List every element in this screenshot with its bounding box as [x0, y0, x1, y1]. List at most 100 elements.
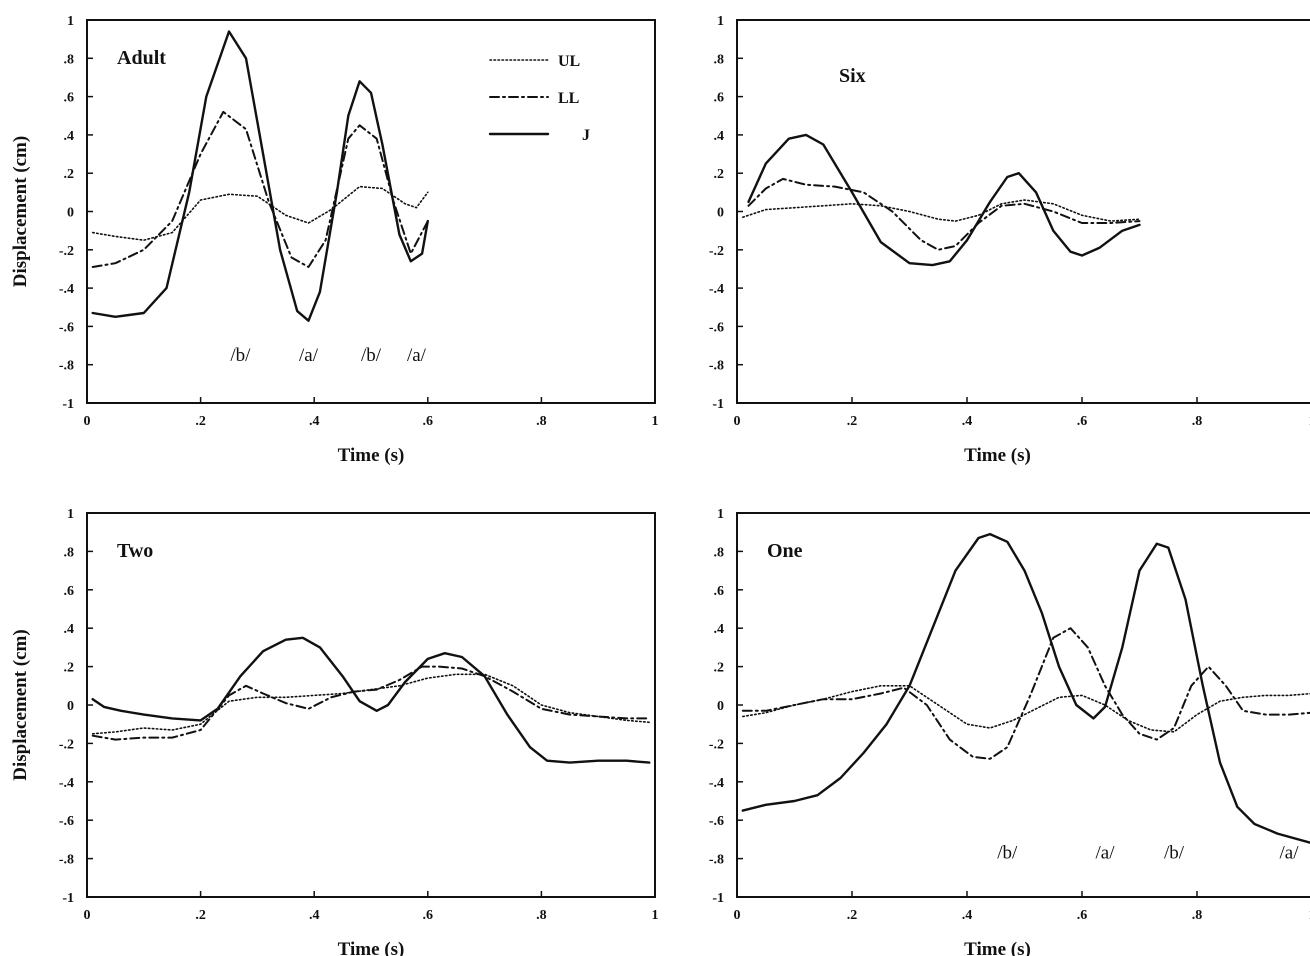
x-axis-title: Time (s) [964, 939, 1031, 956]
y-axis-title: Displacement (cm) [10, 136, 31, 287]
y-tick-label: 0 [717, 206, 724, 221]
series-line-j [741, 532, 1310, 844]
phoneme-label: /b/ [1164, 843, 1185, 864]
y-tick-label: .2 [714, 167, 725, 182]
x-axis-title: Time (s) [338, 445, 405, 466]
x-tick-label: .8 [536, 908, 547, 923]
y-tick-label: .4 [714, 622, 725, 637]
y-tick-label: .2 [64, 167, 75, 182]
y-tick-label: -.4 [59, 776, 74, 791]
series-line-j [91, 636, 651, 764]
x-axis-title: Time (s) [338, 939, 405, 956]
y-tick-label: .8 [714, 52, 725, 67]
x-tick-label: .4 [962, 908, 973, 923]
series-line-j [747, 133, 1141, 267]
series-line-ul [91, 673, 651, 735]
y-tick-label: .2 [714, 661, 725, 676]
phoneme-label: /a/ [407, 345, 427, 366]
y-tick-label: .8 [714, 545, 725, 560]
x-tick-label: .8 [1192, 908, 1203, 923]
plot-frame [86, 512, 656, 898]
phoneme-label: /a/ [299, 345, 319, 366]
y-tick-label: -1 [712, 397, 724, 412]
legend-label-ll: LL [558, 90, 579, 107]
y-tick-label: -.8 [709, 853, 724, 868]
panel-one: 1 .8 .6 .4 .2 0 -.2 -.4 -.6 -.8 -1 0 .2 .4 .6 .8 1 Time (… [709, 507, 1310, 956]
panel-adult: 1 .8 .6 .4 .2 0 -.2 -.4 -.6 -.8 -1 0 .2 .4 .6 .8 1 Time (… [10, 14, 659, 466]
phoneme-label: /a/ [1096, 843, 1116, 864]
x-tick-label: .2 [847, 414, 858, 429]
y-tick-label: -.8 [59, 359, 74, 374]
y-tick-label: .6 [64, 91, 75, 106]
x-tick-label: 1 [652, 414, 659, 429]
x-tick-label: .8 [1192, 414, 1203, 429]
panel-six: 1 .8 .6 .4 .2 0 -.2 -.4 -.6 -.8 -1 0 .2 .4 .6 .8 1 Time (… [709, 14, 1310, 466]
x-tick-label: 0 [84, 414, 91, 429]
legend-label-j: J [582, 127, 590, 144]
phoneme-label: /a/ [1280, 843, 1300, 864]
y-tick-label: 0 [67, 206, 74, 221]
y-tick-label: 1 [67, 14, 74, 29]
y-tick-label: .4 [714, 129, 725, 144]
x-tick-label: .8 [536, 414, 547, 429]
x-tick-label: .2 [195, 908, 206, 923]
y-tick-label: -.2 [709, 737, 724, 752]
y-tick-label: 1 [717, 14, 724, 29]
y-tick-label: 0 [67, 699, 74, 714]
panel-two: 1 .8 .6 .4 .2 0 -.2 -.4 -.6 -.8 -1 0 .2 .4 .6 .8 1 Time (… [10, 507, 659, 956]
y-tick-label: -.4 [709, 282, 724, 297]
y-tick-label: 0 [717, 699, 724, 714]
y-tick-label: -1 [62, 397, 74, 412]
series-line-ll [741, 627, 1310, 760]
y-tick-label: -.2 [709, 244, 724, 259]
x-tick-label: .2 [847, 908, 858, 923]
y-tick-label: -.6 [59, 814, 74, 829]
series-line-j [91, 30, 429, 322]
y-tick-label: -.2 [59, 737, 74, 752]
y-tick-label: -.8 [709, 359, 724, 374]
series-line-ul [91, 185, 429, 241]
y-tick-label: 1 [717, 507, 724, 522]
panel-title: One [767, 540, 803, 562]
plot-frame [736, 19, 1310, 404]
panel-title: Two [117, 540, 153, 562]
y-tick-label: -.8 [59, 853, 74, 868]
y-tick-label: .8 [64, 52, 75, 67]
x-axis-title: Time (s) [964, 445, 1031, 466]
y-tick-label: -.6 [59, 320, 74, 335]
phoneme-label: /b/ [361, 345, 382, 366]
x-tick-label: .4 [309, 414, 320, 429]
y-tick-label: -.4 [709, 776, 724, 791]
y-axis-title: Displacement (cm) [10, 629, 31, 780]
x-tick-label: .4 [309, 908, 320, 923]
x-tick-label: .2 [195, 414, 206, 429]
x-tick-label: .6 [1077, 908, 1088, 923]
y-tick-label: -.6 [709, 814, 724, 829]
series-line-ll [91, 665, 651, 741]
y-tick-label: .4 [64, 129, 75, 144]
series-line-ll [91, 110, 429, 268]
y-tick-label: .6 [64, 584, 75, 599]
y-tick-label: .2 [64, 661, 75, 676]
x-tick-label: .6 [423, 908, 434, 923]
x-tick-label: .6 [1077, 414, 1088, 429]
y-tick-label: .8 [64, 545, 75, 560]
y-tick-label: 1 [67, 507, 74, 522]
series-line-ul [741, 684, 1310, 733]
x-tick-label: .4 [962, 414, 973, 429]
x-tick-label: 1 [652, 908, 659, 923]
x-tick-label: 0 [734, 414, 741, 429]
y-tick-label: .6 [714, 584, 725, 599]
phoneme-label: /b/ [997, 843, 1018, 864]
phoneme-label: /b/ [230, 345, 251, 366]
y-tick-label: -1 [712, 891, 724, 906]
y-tick-label: -.4 [59, 282, 74, 297]
y-tick-label: .6 [714, 91, 725, 106]
panel-title: Six [839, 65, 866, 87]
x-tick-label: 1 [1309, 414, 1310, 429]
x-tick-label: 0 [734, 908, 741, 923]
x-tick-label: 1 [1309, 908, 1310, 923]
series-line-ul [741, 199, 1141, 222]
series-line-ll [747, 177, 1141, 251]
